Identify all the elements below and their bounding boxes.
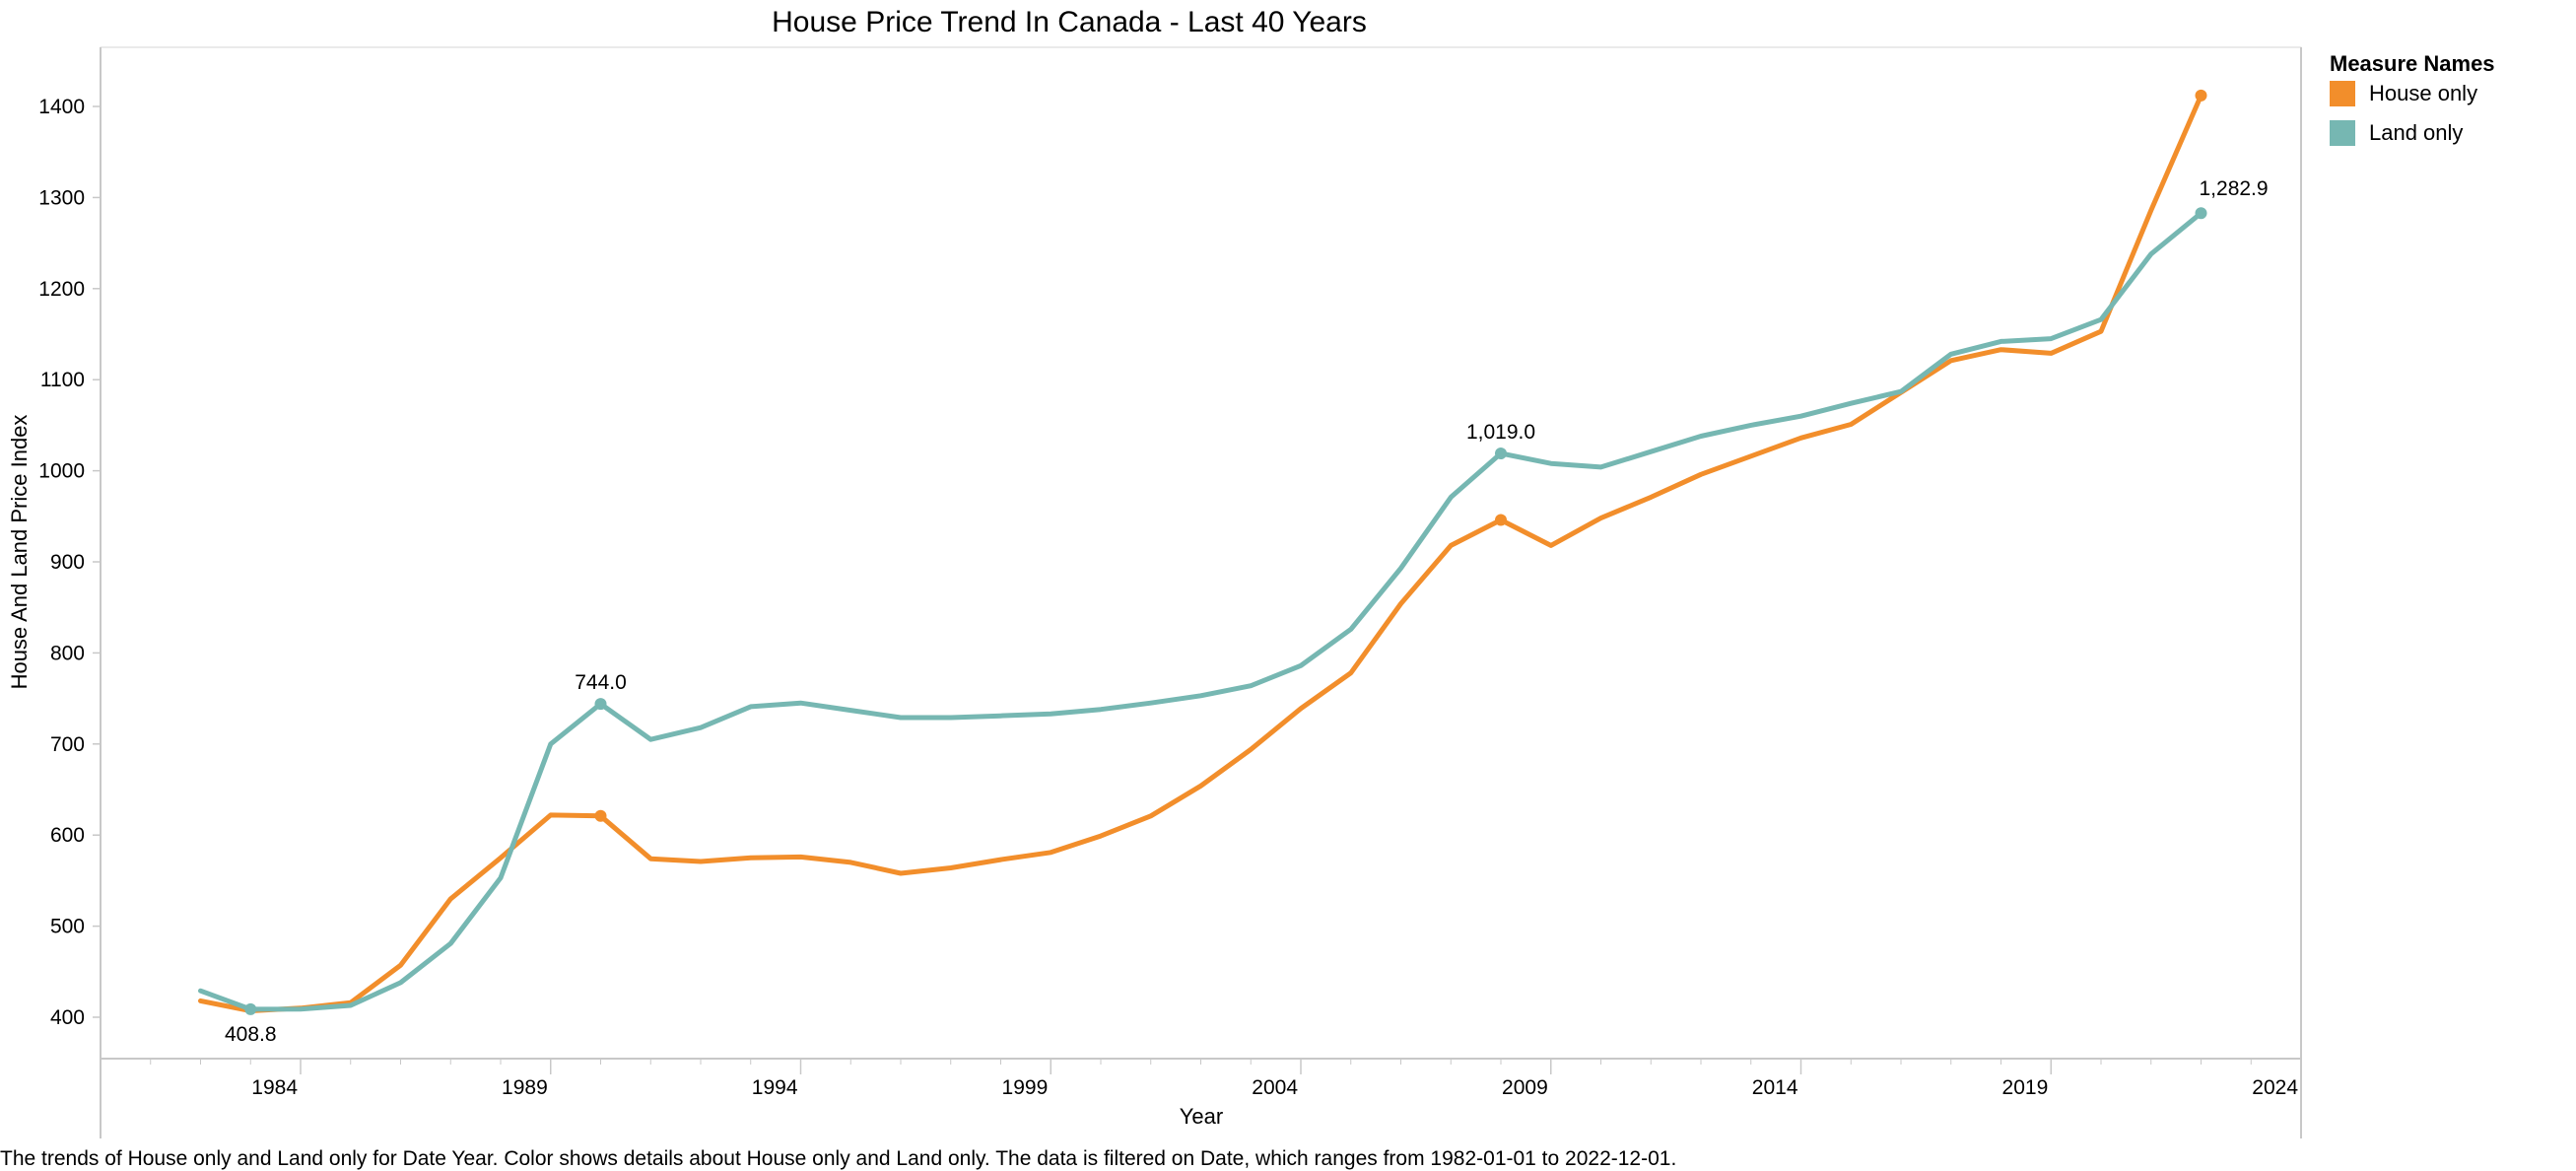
x-tick-label: 2024 xyxy=(2252,1076,2298,1099)
legend-label: Land only xyxy=(2369,120,2463,145)
x-tick-label: 2014 xyxy=(1752,1076,1798,1099)
y-tick-label: 500 xyxy=(50,916,85,938)
chart-caption: The trends of House only and Land only f… xyxy=(0,1147,1677,1170)
y-tick-label: 700 xyxy=(50,733,85,756)
legend-swatch xyxy=(2330,81,2355,106)
x-tick-label: 1989 xyxy=(502,1076,548,1099)
y-tick-label: 600 xyxy=(50,824,85,847)
y-axis: 400 500 600 700 800 900 1000 1100 1200 1300 1400 xyxy=(38,96,101,1029)
y-tick-label: 1300 xyxy=(38,186,85,209)
legend-swatch xyxy=(2330,120,2355,146)
data-labels: 408.8 744.0 1,019.0 1,282.9 xyxy=(225,177,2269,1046)
y-tick-label: 900 xyxy=(50,551,85,574)
y-tick-label: 800 xyxy=(50,642,85,664)
x-axis: 1984 1989 1994 1999 2004 2009 2014 2019 2024 xyxy=(150,1059,2302,1099)
data-label: 1,282.9 xyxy=(2200,177,2269,200)
legend: Measure Names House only Land only xyxy=(2330,51,2495,146)
y-axis-title: House And Land Price Index xyxy=(7,415,32,690)
y-tick-label: 1400 xyxy=(38,96,85,118)
data-label: 1,019.0 xyxy=(1466,421,1535,444)
series-line-land-only xyxy=(198,210,2203,1012)
x-tick-label: 2009 xyxy=(1502,1076,1548,1099)
data-point-house-only xyxy=(2195,89,2207,102)
x-tick-label: 2019 xyxy=(2002,1076,2049,1099)
data-point-house-only xyxy=(594,809,607,822)
x-tick-label: 1984 xyxy=(251,1076,298,1099)
data-point-land-only xyxy=(594,698,607,711)
data-point-land-only xyxy=(1495,448,1507,460)
data-label: 408.8 xyxy=(225,1023,277,1046)
data-point-house-only xyxy=(1495,514,1507,526)
y-tick-label: 1100 xyxy=(40,369,85,391)
y-tick-label: 1000 xyxy=(38,460,85,483)
legend-title: Measure Names xyxy=(2330,51,2495,76)
x-tick-label: 1994 xyxy=(752,1076,798,1099)
data-point-markers xyxy=(244,89,2207,1015)
series-line-house-only xyxy=(198,93,2203,1013)
data-point-land-only xyxy=(2195,207,2207,220)
chart-title: House Price Trend In Canada - Last 40 Ye… xyxy=(772,6,1367,38)
x-axis-title: Year xyxy=(1180,1104,1223,1129)
plot-area xyxy=(100,46,2302,1060)
x-tick-label: 1999 xyxy=(1002,1076,1049,1099)
y-tick-label: 1200 xyxy=(38,278,85,301)
series-layer xyxy=(198,93,2203,1013)
legend-label: House only xyxy=(2369,81,2477,105)
x-tick-label: 2004 xyxy=(1252,1076,1298,1099)
data-point-land-only xyxy=(244,1002,257,1015)
y-tick-label: 400 xyxy=(50,1006,85,1029)
data-label: 744.0 xyxy=(575,671,627,694)
